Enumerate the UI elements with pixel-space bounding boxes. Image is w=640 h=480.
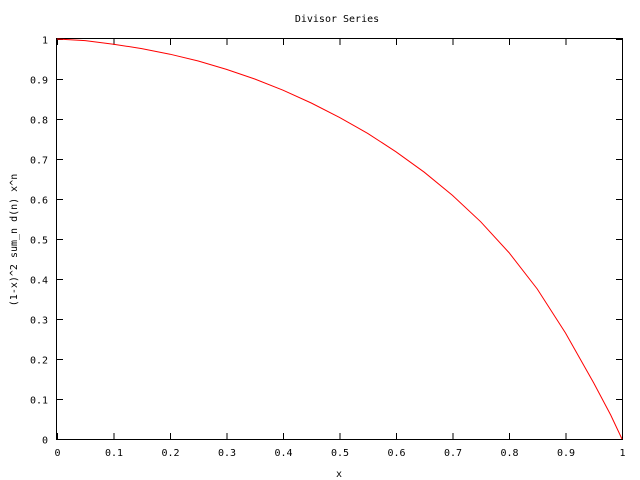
- y-tick-label: 0.7: [30, 156, 48, 167]
- x-tick-label: 0.2: [161, 448, 179, 459]
- x-tick-label: 0.9: [557, 448, 575, 459]
- y-tick-label: 0.6: [30, 196, 48, 207]
- y-tick-label: 1: [42, 36, 48, 47]
- y-tick-label: 0.4: [30, 276, 48, 287]
- x-axis-label: x: [336, 469, 342, 480]
- y-tick-label: 0.8: [30, 116, 48, 127]
- x-tick-label: 1: [619, 448, 625, 459]
- y-axis-label: (1-x)^2 sum_n d(n) x^n: [9, 174, 20, 306]
- y-tick-label: 0.9: [30, 76, 48, 87]
- x-tick-label: 0.8: [500, 448, 518, 459]
- x-tick-label: 0.7: [444, 448, 462, 459]
- y-tick-label: 0: [42, 436, 48, 447]
- x-tick-label: 0.6: [387, 448, 405, 459]
- x-tick-label: 0.5: [331, 448, 349, 459]
- chart-title: Divisor Series: [295, 14, 379, 25]
- y-tick-label: 0.3: [30, 316, 48, 327]
- series-group: [56, 38, 623, 440]
- y-axis: 0 0.1 0.2 0.3 0.4 0.5 0.6 0.7 0.8 0.9 1: [30, 36, 622, 447]
- y-tick-label: 0.5: [30, 236, 48, 247]
- x-axis: 0 0.1 0.2 0.3 0.4 0.5 0.6 0.7 0.8 0.9 1: [54, 39, 626, 459]
- series-line-0: [56, 38, 623, 440]
- x-tick-label: 0.4: [274, 448, 292, 459]
- plot-frame: [56, 38, 623, 440]
- y-tick-label: 0.1: [30, 396, 48, 407]
- y-tick-label: 0.2: [30, 356, 48, 367]
- x-tick-label: 0: [54, 448, 60, 459]
- x-tick-label: 0.3: [218, 448, 236, 459]
- x-tick-label: 0.1: [105, 448, 123, 459]
